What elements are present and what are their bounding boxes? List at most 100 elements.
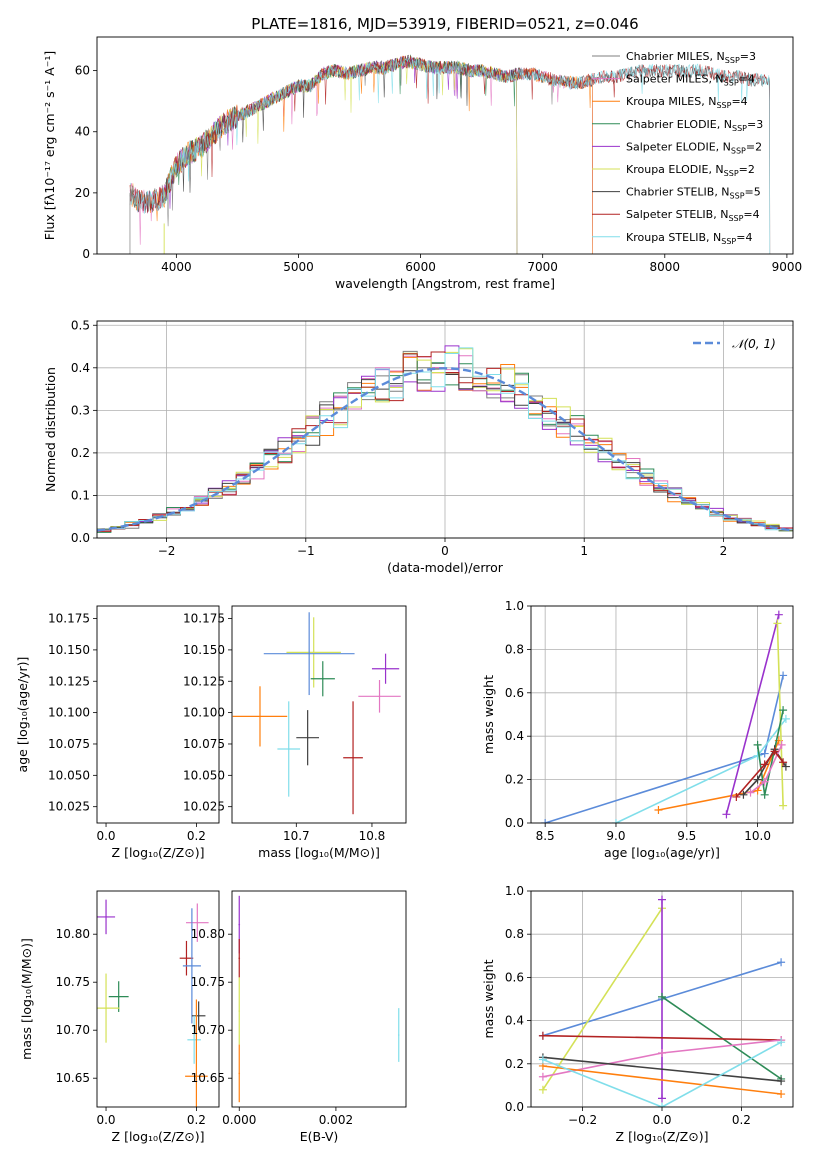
x-axis-label: Z [log₁₀(Z/Z⊙)] bbox=[112, 1129, 205, 1144]
plus-marker bbox=[779, 671, 788, 680]
x-axis-label: (data-model)/error bbox=[387, 560, 504, 575]
y-tick-label: 10.70 bbox=[56, 1023, 90, 1037]
data-point bbox=[193, 1039, 195, 1041]
legend-equals: = bbox=[739, 73, 748, 86]
legend-equals: = bbox=[736, 231, 745, 244]
plot-area bbox=[97, 345, 793, 533]
y-tick-label: 10.80 bbox=[56, 927, 90, 941]
panel-mass_vs_EBV: 0.000 0.002 10.65 10.70 10.75 10.80 E(B-V) bbox=[191, 890, 407, 1144]
y-tick-label: 10.125 bbox=[48, 674, 90, 688]
legend-nssp-subscript: SSP bbox=[724, 169, 739, 178]
legend-nssp-prefix: , N bbox=[708, 163, 723, 176]
x-tick-label: 6000 bbox=[405, 260, 436, 274]
y-tick-label: 0 bbox=[82, 247, 90, 261]
x-tick-label: 5000 bbox=[283, 260, 314, 274]
data-point bbox=[105, 652, 107, 654]
x-tick-label: 0.0 bbox=[96, 829, 115, 843]
data-point bbox=[105, 668, 107, 670]
legend-entry: Chabrier ELODIE, NSSP=3 bbox=[626, 118, 763, 133]
x-tick-label: 0.002 bbox=[319, 1113, 353, 1127]
legend: 𝒩(0, 1) bbox=[693, 337, 776, 351]
mass-weight-series-line bbox=[542, 1041, 782, 1107]
plus-marker bbox=[538, 1085, 547, 1094]
y-tick-label: 0.0 bbox=[505, 1100, 524, 1114]
legend-entry: Kroupa ELODIE, NSSP=2 bbox=[626, 163, 755, 178]
plus-marker bbox=[777, 958, 786, 967]
x-tick-label: 8.5 bbox=[536, 829, 555, 843]
data-point bbox=[118, 678, 120, 680]
plus-marker bbox=[770, 747, 779, 756]
panel-massweight_vs_Z: −0.2 0.0 0.2 0.0 0.2 0.4 0.6 0.8 1.0 Z [log₁₀(Z/Z… bbox=[481, 884, 794, 1144]
legend-equals: = bbox=[739, 163, 748, 176]
y-tick-label: 10.025 bbox=[183, 800, 225, 814]
legend-nssp-subscript: SSP bbox=[716, 101, 731, 110]
legend-series-name: Salpeter MILES bbox=[626, 73, 708, 86]
y-tick-label: 0.2 bbox=[71, 446, 90, 460]
y-tick-label: 10.125 bbox=[183, 674, 225, 688]
x-axis-label: age [log₁₀(age/yr)] bbox=[604, 845, 720, 860]
chart-title: PLATE=1816, MJD=53919, FIBERID=0521, z=0… bbox=[251, 15, 638, 33]
plot-frame bbox=[96, 605, 220, 824]
data-point bbox=[378, 695, 381, 698]
legend-series-name: Salpeter ELODIE bbox=[626, 140, 716, 153]
legend-series-name: Chabrier ELODIE bbox=[626, 118, 717, 131]
data-point bbox=[352, 756, 354, 759]
legend-nssp-value: 3 bbox=[756, 118, 763, 131]
x-tick-label: 9.0 bbox=[606, 829, 625, 843]
x-tick-label: −1 bbox=[297, 544, 315, 558]
x-tick-label: 8000 bbox=[650, 260, 681, 274]
panel-residuals: −2 −1 0 1 2 0.0 0.1 0.2 0.3 0.4 0.5 (data-model)/er… bbox=[43, 318, 794, 575]
plot-area bbox=[232, 612, 401, 815]
data-point bbox=[238, 1010, 241, 1012]
data-point bbox=[259, 715, 261, 718]
plus-marker bbox=[739, 790, 748, 799]
legend-series-name: Chabrier MILES bbox=[626, 50, 710, 63]
spectrum-series-line bbox=[129, 56, 771, 254]
legend-nssp-subscript: SSP bbox=[724, 79, 739, 88]
legend-entry: 𝒩(0, 1) bbox=[732, 337, 776, 351]
y-tick-label: 10.80 bbox=[191, 927, 225, 941]
y-tick-label: 1.0 bbox=[505, 884, 524, 898]
plus-marker bbox=[654, 805, 663, 814]
y-tick-label: 60 bbox=[75, 64, 90, 78]
y-tick-label: 0.2 bbox=[505, 773, 524, 787]
plot-area bbox=[538, 895, 786, 1107]
plus-marker bbox=[779, 801, 788, 810]
y-axis-label: mass [log₁₀(M/M⊙)] bbox=[19, 938, 34, 1060]
legend-series-name: Kroupa MILES bbox=[626, 95, 701, 108]
legend-nssp-prefix: , N bbox=[714, 186, 729, 199]
plus-marker bbox=[658, 1049, 666, 1057]
plus-marker bbox=[538, 1031, 547, 1040]
x-axis-label: Z [log₁₀(Z/Z⊙)] bbox=[616, 1129, 709, 1144]
y-axis-label: Normed distribution bbox=[43, 367, 58, 492]
legend-equals: = bbox=[731, 95, 740, 108]
data-point bbox=[238, 923, 241, 926]
x-tick-label: 7000 bbox=[527, 260, 558, 274]
x-tick-label: 1 bbox=[580, 544, 588, 558]
data-point bbox=[185, 957, 188, 959]
plus-marker bbox=[538, 1055, 547, 1064]
plus-marker bbox=[760, 760, 769, 769]
spectrum-series-line bbox=[163, 57, 518, 254]
x-tick-label: 0.2 bbox=[732, 1113, 751, 1127]
plus-marker bbox=[760, 777, 769, 786]
legend-entry: Kroupa MILES, NSSP=4 bbox=[626, 95, 748, 110]
plus-marker bbox=[781, 714, 790, 723]
y-axis-label: mass weight bbox=[481, 675, 496, 754]
mass-weight-series-line bbox=[725, 614, 780, 815]
data-point bbox=[105, 916, 107, 918]
data-point bbox=[105, 1007, 107, 1009]
y-tick-label: 0.1 bbox=[71, 488, 90, 502]
y-tick-label: 0.0 bbox=[71, 531, 90, 545]
legend-nssp-prefix: , N bbox=[710, 50, 725, 63]
data-point bbox=[397, 1034, 400, 1036]
plus-marker bbox=[753, 740, 762, 749]
y-tick-label: 10.050 bbox=[48, 768, 90, 782]
data-point bbox=[308, 652, 310, 655]
data-point bbox=[321, 677, 324, 680]
plus-marker bbox=[773, 619, 782, 628]
legend-equals: = bbox=[747, 118, 756, 131]
plot-frame bbox=[96, 36, 794, 255]
plus-marker bbox=[538, 1072, 547, 1081]
